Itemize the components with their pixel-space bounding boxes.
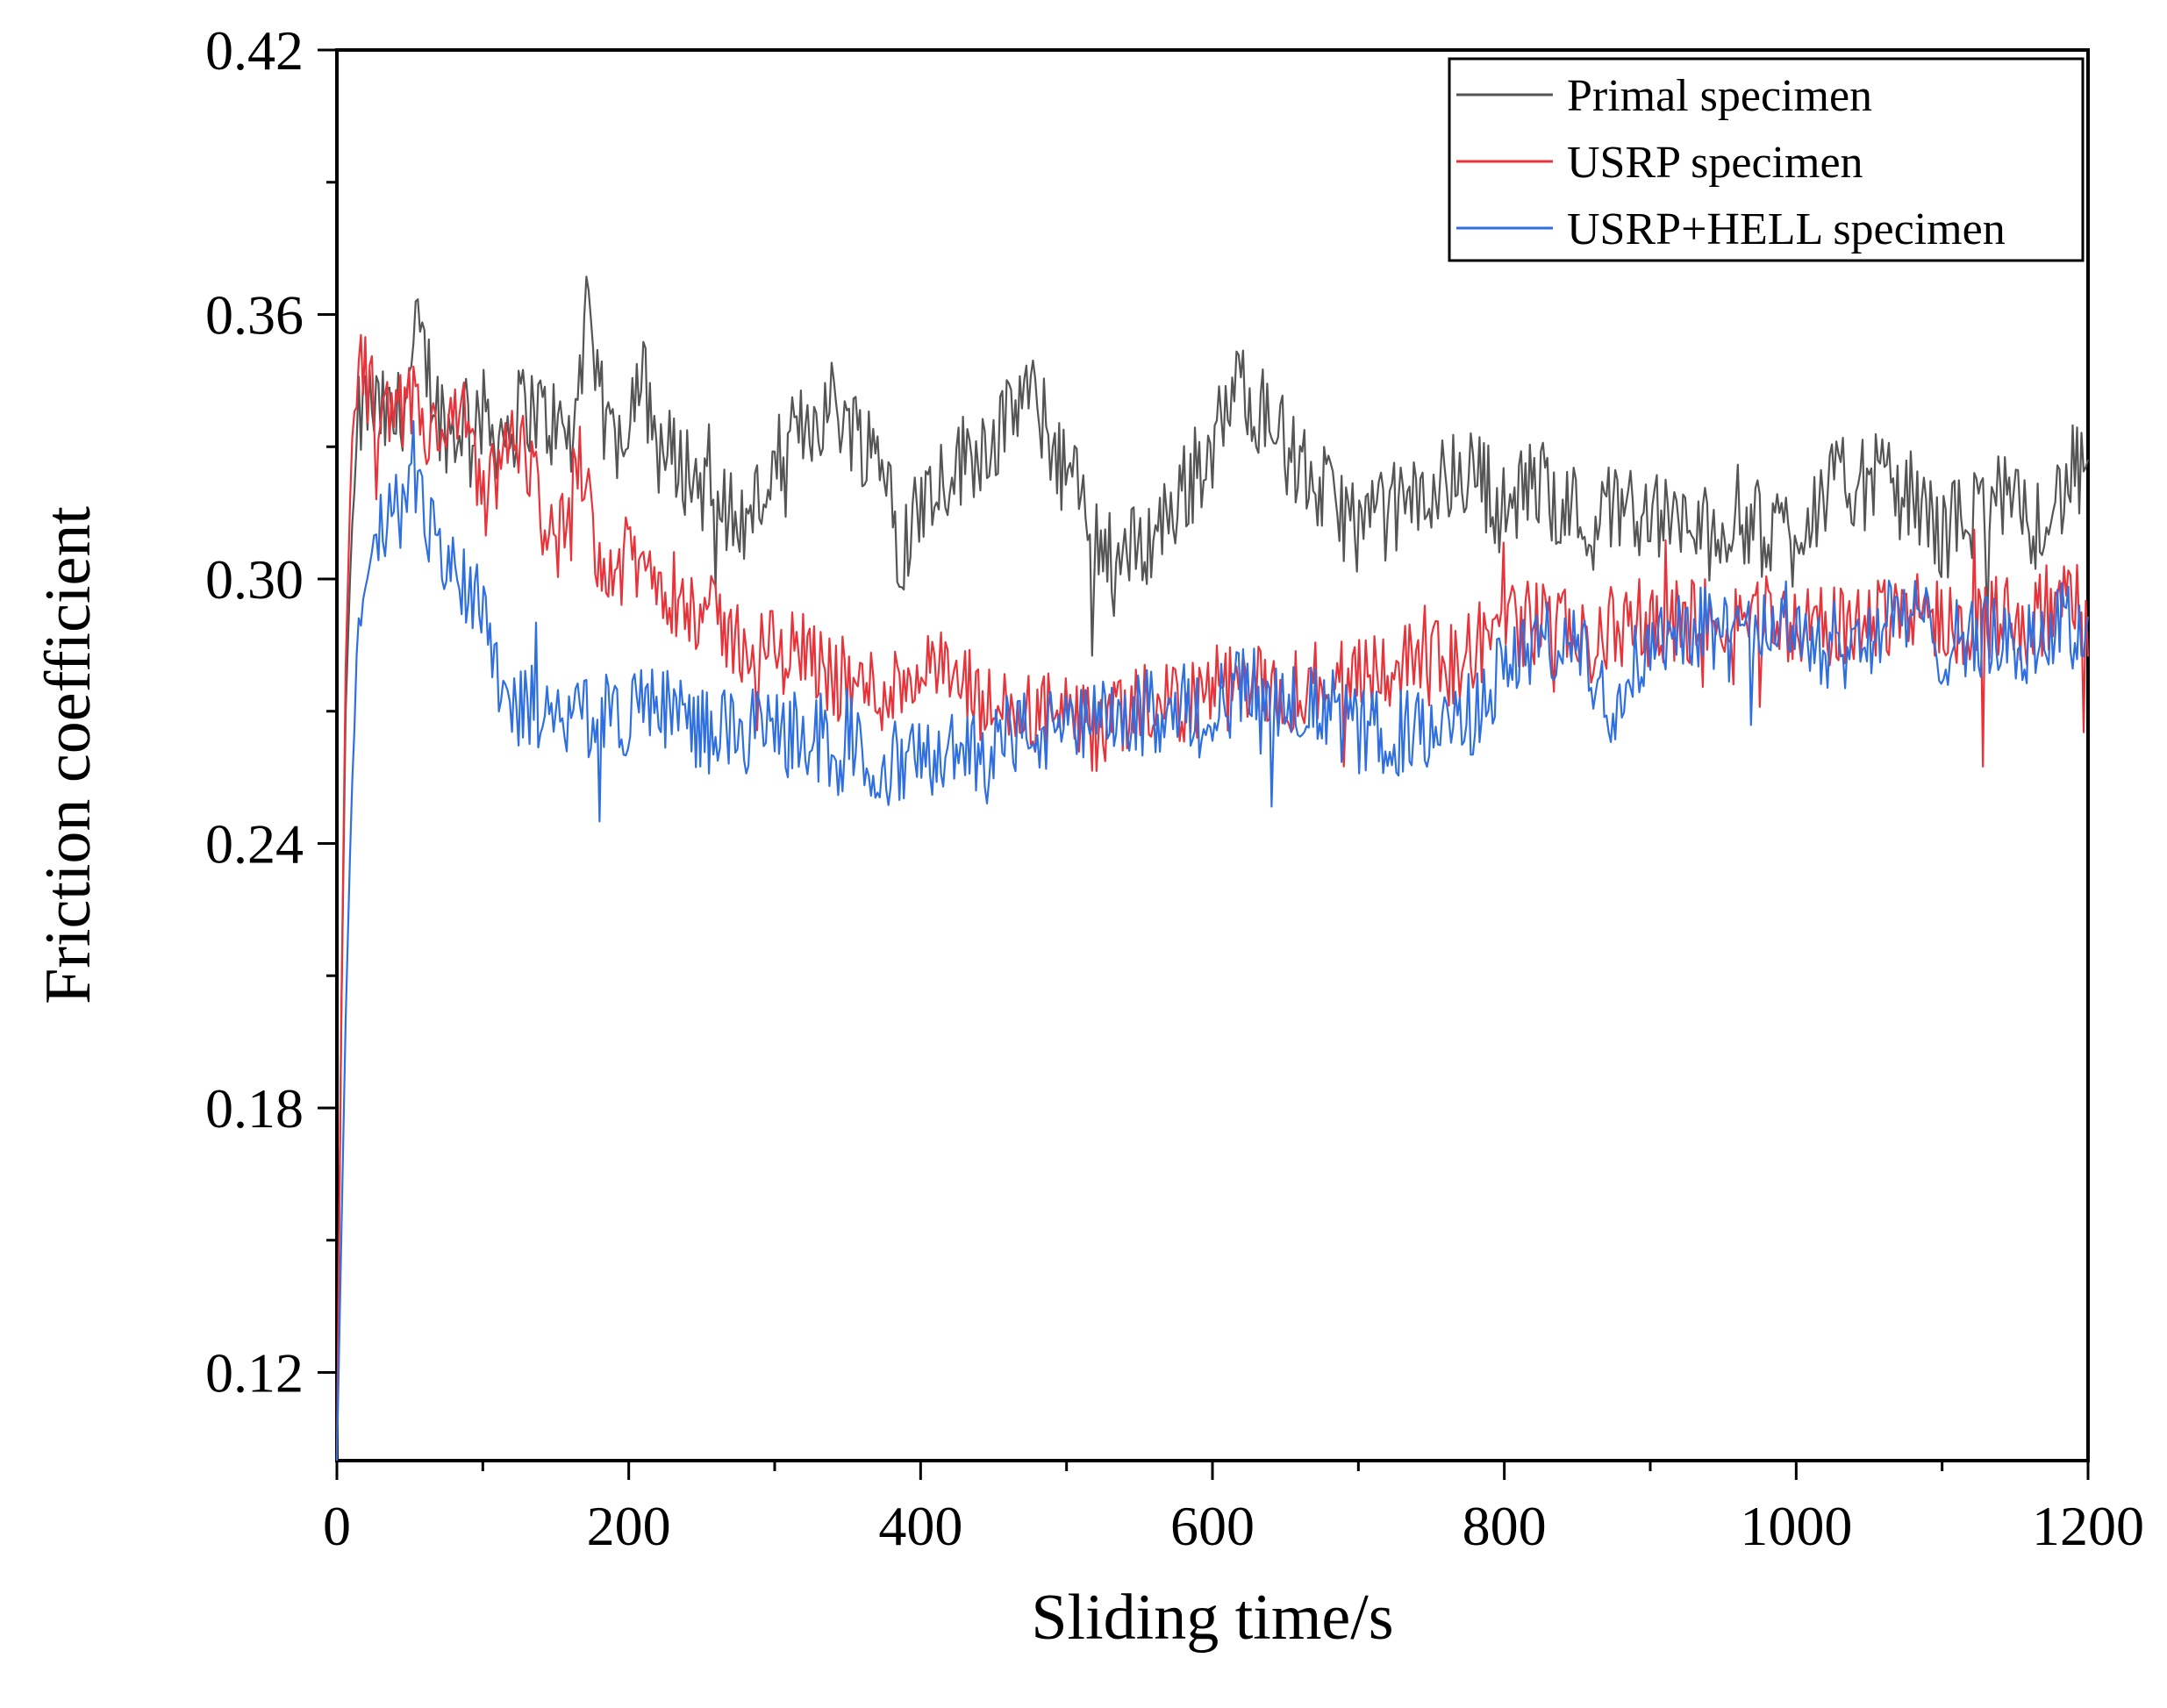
ticks-layer: 0 200 400 600 800 1000 1200 0.12 0.18 0.24 0.30 0.3… <box>205 19 2144 1557</box>
legend-label-usrp-hell: USRP+HELL specimen <box>1567 204 2006 254</box>
legend-label-primal: Primal specimen <box>1567 71 1872 121</box>
y-tick-label: 0.42 <box>205 19 304 82</box>
y-tick-label: 0.12 <box>205 1342 304 1404</box>
x-tick-label: 600 <box>1170 1495 1255 1557</box>
legend: Primal specimen USRP specimen USRP+HELL … <box>1448 57 2085 262</box>
x-axis-title: Sliding time/s <box>1031 1582 1393 1654</box>
series-line-usrp-specimen <box>335 333 2090 1461</box>
x-tick-label: 1200 <box>2032 1495 2144 1557</box>
x-tick-label: 0 <box>323 1495 351 1557</box>
legend-label-usrp: USRP specimen <box>1567 138 1863 188</box>
legend-box <box>1448 57 2085 262</box>
y-tick-label: 0.30 <box>205 548 304 611</box>
x-tick-label: 800 <box>1463 1495 1547 1557</box>
series-line-primal-specimen <box>335 275 2090 1461</box>
x-tick-label: 400 <box>878 1495 962 1557</box>
y-tick-label: 0.36 <box>205 284 304 347</box>
x-tick-label: 1000 <box>1740 1495 1852 1557</box>
x-tick-label: 200 <box>587 1495 671 1557</box>
y-tick-label: 0.24 <box>205 813 304 875</box>
y-tick-label: 0.18 <box>205 1077 304 1140</box>
y-axis-title: Friction coefficient <box>32 506 104 1004</box>
series-line-usrp-hell-specimen <box>335 419 2090 1461</box>
series-layer <box>335 275 2090 1461</box>
